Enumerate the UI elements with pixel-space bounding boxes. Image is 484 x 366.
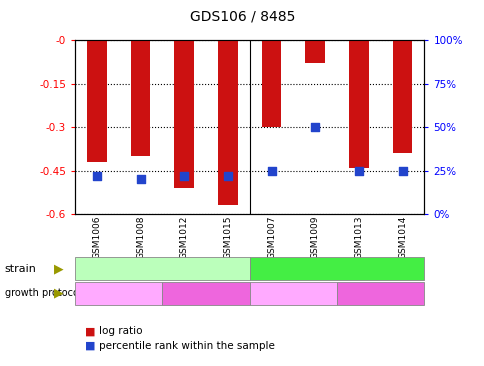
Bar [174,40,194,188]
Point [354,168,362,173]
Text: ■: ■ [85,341,95,351]
Bar [218,40,237,205]
Bar [131,40,150,156]
Text: ■: ■ [85,326,95,336]
Text: swi1 deletion: swi1 deletion [125,264,199,274]
Bar [87,40,106,162]
Text: strain: strain [5,264,37,274]
Bar [261,40,281,127]
Text: ▶: ▶ [54,287,64,300]
Text: ▶: ▶ [54,262,64,275]
Point [180,173,188,179]
Text: rich medium: rich medium [175,288,237,298]
Point [311,124,318,130]
Text: percentile rank within the sample: percentile rank within the sample [99,341,275,351]
Bar [305,40,324,63]
Text: minimal medium: minimal medium [77,288,160,298]
Point [267,168,275,173]
Text: minimal medium: minimal medium [252,288,334,298]
Bar [348,40,368,168]
Text: rich medium: rich medium [349,288,411,298]
Bar [392,40,411,153]
Point [93,173,101,179]
Text: log ratio: log ratio [99,326,143,336]
Text: GDS106 / 8485: GDS106 / 8485 [189,10,295,23]
Point [136,176,144,182]
Text: snf2 deletion: snf2 deletion [300,264,373,274]
Point [398,168,406,173]
Point [224,173,231,179]
Text: growth protocol: growth protocol [5,288,81,298]
